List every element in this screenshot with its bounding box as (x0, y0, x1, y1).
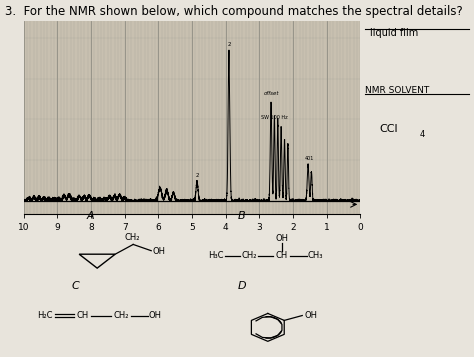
Text: offset: offset (263, 91, 279, 96)
Text: CH₃: CH₃ (308, 251, 323, 261)
Text: OH: OH (153, 247, 165, 256)
Text: B: B (238, 211, 246, 221)
Text: OH: OH (275, 234, 289, 243)
Text: A: A (86, 211, 94, 221)
Text: CH: CH (276, 251, 288, 261)
Text: CH: CH (77, 311, 89, 320)
Text: 3.  For the NMR shown below, which compound matches the spectral details?: 3. For the NMR shown below, which compou… (5, 5, 463, 18)
Text: D: D (237, 281, 246, 291)
Text: OH: OH (148, 311, 162, 320)
Text: C: C (72, 281, 80, 291)
Text: 2: 2 (227, 42, 231, 47)
Text: liquid film: liquid film (370, 28, 418, 38)
Text: CH₂: CH₂ (241, 251, 256, 261)
Text: CH₂: CH₂ (113, 311, 128, 320)
Text: CCl: CCl (379, 124, 398, 134)
Text: CH₂: CH₂ (125, 233, 140, 242)
Text: SW 100 Hz: SW 100 Hz (261, 115, 288, 120)
Text: 401: 401 (305, 156, 314, 161)
Text: H₂C: H₂C (37, 311, 53, 320)
Text: OH: OH (304, 311, 317, 320)
Text: 4: 4 (419, 130, 425, 140)
Text: H₃C: H₃C (208, 251, 223, 261)
Text: NMR SOLVENT: NMR SOLVENT (365, 86, 429, 95)
Text: 2: 2 (195, 173, 199, 178)
